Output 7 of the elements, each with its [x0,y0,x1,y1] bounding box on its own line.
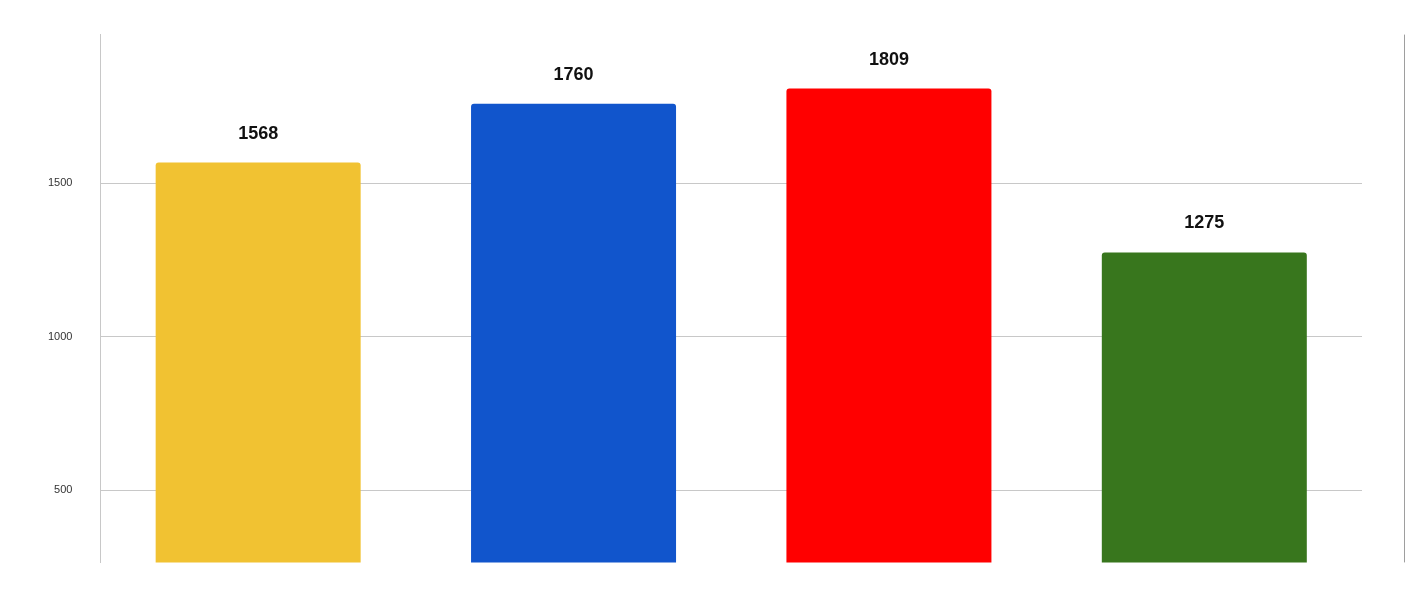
data-label: 1568 [238,122,279,143]
y-tick-label: 500 [54,483,73,496]
data-label: 1760 [553,63,594,84]
y-tick-label: 1500 [47,176,73,189]
data-label: 1275 [1184,212,1225,233]
y-tick-label: 1000 [47,329,73,342]
data-label: 1809 [868,48,909,69]
